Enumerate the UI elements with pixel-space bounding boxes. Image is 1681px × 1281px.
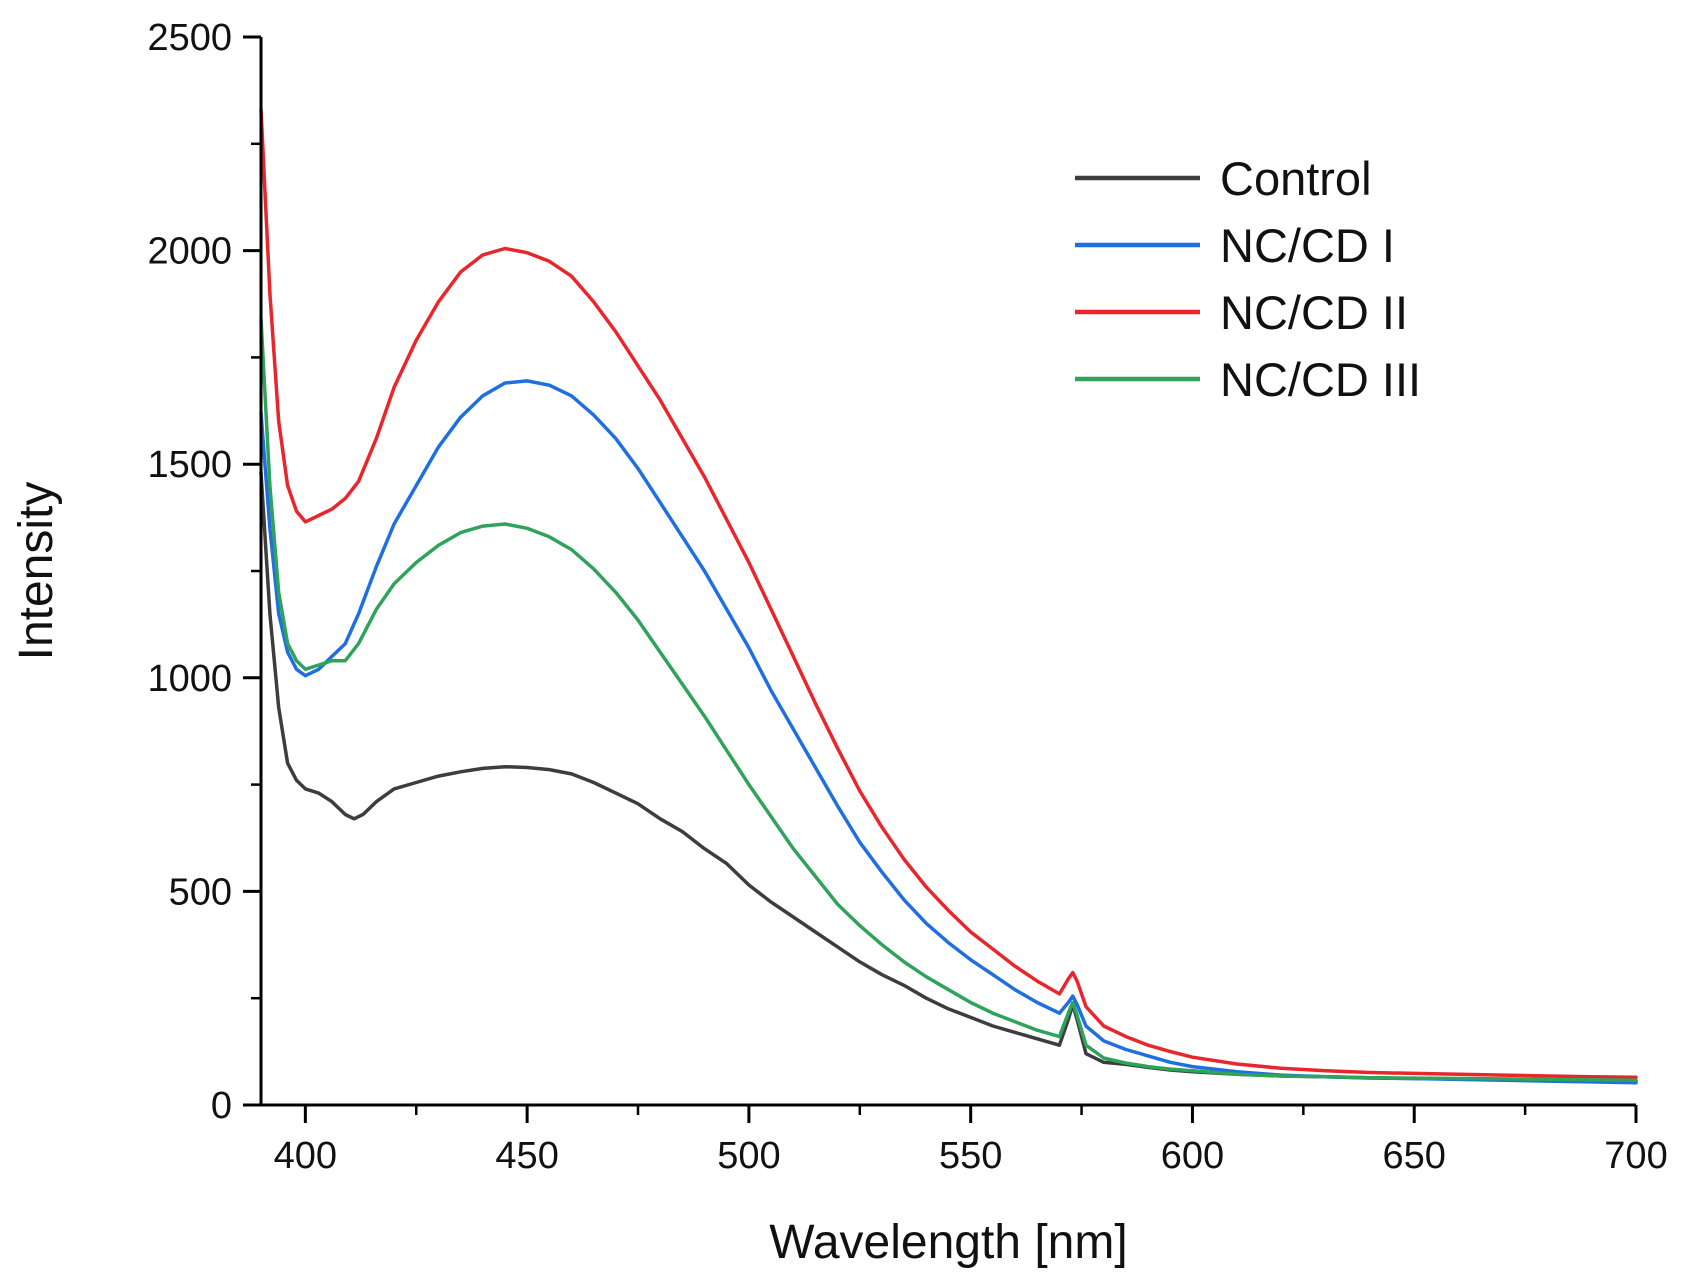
x-tick-label: 600: [1161, 1135, 1224, 1177]
x-tick-label: 500: [717, 1135, 780, 1177]
y-tick-label: 0: [211, 1085, 232, 1127]
legend-label-nc-cd-iii: NC/CD III: [1220, 353, 1421, 406]
y-tick-label: 1500: [147, 444, 232, 486]
y-axis-title: Intensity: [10, 482, 63, 661]
y-tick-label: 2000: [147, 231, 232, 273]
legend: Control NC/CD I NC/CD II NC/CD III: [1075, 152, 1421, 406]
x-tick-label: 650: [1383, 1135, 1446, 1177]
x-tick-label: 450: [495, 1135, 558, 1177]
series-layer: [259, 107, 1638, 1085]
y-tick-label: 1000: [147, 658, 232, 700]
x-tick-label: 550: [939, 1135, 1002, 1177]
legend-label-nc-cd-ii: NC/CD II: [1220, 286, 1408, 339]
y-tick-label: 2500: [147, 17, 232, 59]
series-line-nc-cd-iii: [259, 317, 1638, 1082]
ticks: 400 450 500 550 600 650 700 0 500 1000 1500 2000 250…: [147, 17, 1667, 1177]
legend-label-nc-cd-i: NC/CD I: [1220, 219, 1395, 272]
x-tick-label: 700: [1604, 1135, 1667, 1177]
y-tick-label: 500: [169, 871, 232, 913]
x-axis-title: Wavelength [nm]: [769, 1216, 1127, 1269]
legend-label-control: Control: [1220, 152, 1372, 205]
series-line-nc-cd-i: [259, 379, 1638, 1085]
x-tick-label: 400: [274, 1135, 337, 1177]
series-line-nc-cd-ii: [259, 107, 1638, 1079]
